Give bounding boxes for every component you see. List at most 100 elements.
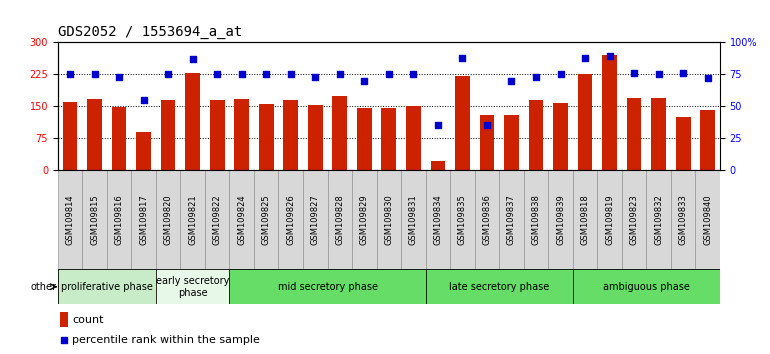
- Bar: [58, 170, 82, 269]
- Bar: [308, 105, 323, 170]
- Bar: [426, 269, 573, 304]
- Point: [505, 78, 517, 84]
- Bar: [229, 170, 254, 269]
- Text: GSM109827: GSM109827: [311, 194, 320, 245]
- Text: GSM109822: GSM109822: [213, 194, 222, 245]
- Point: [358, 78, 370, 84]
- Bar: [602, 55, 617, 170]
- Bar: [107, 170, 132, 269]
- Text: ambiguous phase: ambiguous phase: [603, 282, 690, 292]
- Text: GSM109816: GSM109816: [115, 194, 123, 245]
- Bar: [474, 170, 499, 269]
- Text: count: count: [72, 315, 104, 325]
- Point: [480, 122, 493, 128]
- Point: [260, 72, 273, 77]
- Bar: [701, 110, 715, 170]
- Point: [677, 70, 689, 76]
- Point: [407, 72, 420, 77]
- Point: [211, 72, 223, 77]
- Text: early secretory
phase: early secretory phase: [156, 276, 229, 298]
- Text: GSM109819: GSM109819: [605, 194, 614, 245]
- Bar: [524, 170, 548, 269]
- Bar: [573, 269, 720, 304]
- Bar: [357, 108, 372, 170]
- Bar: [598, 170, 622, 269]
- Point: [457, 55, 469, 61]
- Point: [383, 72, 395, 77]
- Text: GSM109830: GSM109830: [384, 194, 393, 245]
- Text: GSM109825: GSM109825: [262, 194, 271, 245]
- Bar: [377, 170, 401, 269]
- Text: other: other: [31, 282, 56, 292]
- Bar: [132, 170, 156, 269]
- Bar: [504, 115, 519, 170]
- Bar: [303, 170, 327, 269]
- Bar: [283, 100, 298, 170]
- Text: GSM109833: GSM109833: [678, 194, 688, 245]
- Point: [701, 75, 714, 81]
- Bar: [112, 108, 126, 170]
- Point: [432, 122, 444, 128]
- Text: GSM109817: GSM109817: [139, 194, 148, 245]
- Point: [113, 74, 126, 80]
- Bar: [156, 269, 229, 304]
- Text: GDS2052 / 1553694_a_at: GDS2052 / 1553694_a_at: [58, 25, 242, 39]
- Bar: [186, 73, 200, 170]
- Bar: [450, 170, 474, 269]
- Text: late secretory phase: late secretory phase: [449, 282, 549, 292]
- Bar: [161, 100, 176, 170]
- Bar: [430, 161, 445, 170]
- Bar: [60, 312, 68, 327]
- Text: GSM109828: GSM109828: [335, 194, 344, 245]
- Text: GSM109821: GSM109821: [188, 194, 197, 245]
- Point: [89, 72, 101, 77]
- Bar: [136, 132, 151, 170]
- Point: [58, 337, 70, 343]
- Text: GSM109831: GSM109831: [409, 194, 418, 245]
- Point: [309, 74, 321, 80]
- Bar: [548, 170, 573, 269]
- Bar: [578, 74, 592, 170]
- Bar: [651, 98, 666, 170]
- Point: [554, 72, 567, 77]
- Bar: [646, 170, 671, 269]
- Bar: [553, 103, 568, 170]
- Bar: [695, 170, 720, 269]
- Bar: [209, 100, 225, 170]
- Bar: [279, 170, 303, 269]
- Text: percentile rank within the sample: percentile rank within the sample: [72, 335, 260, 345]
- Text: GSM109820: GSM109820: [163, 194, 172, 245]
- Bar: [254, 170, 279, 269]
- Bar: [327, 170, 352, 269]
- Point: [628, 70, 641, 76]
- Bar: [259, 104, 273, 170]
- Text: GSM109815: GSM109815: [90, 194, 99, 245]
- Point: [236, 72, 248, 77]
- Bar: [627, 98, 641, 170]
- Point: [530, 74, 542, 80]
- Bar: [229, 269, 426, 304]
- Bar: [180, 170, 205, 269]
- Text: GSM109837: GSM109837: [507, 194, 516, 245]
- Text: GSM109834: GSM109834: [434, 194, 443, 245]
- Bar: [622, 170, 646, 269]
- Point: [579, 55, 591, 61]
- Bar: [406, 106, 420, 170]
- Bar: [156, 170, 180, 269]
- Bar: [352, 170, 377, 269]
- Point: [64, 72, 76, 77]
- Text: GSM109823: GSM109823: [630, 194, 638, 245]
- Text: proliferative phase: proliferative phase: [61, 282, 152, 292]
- Point: [186, 56, 199, 62]
- Text: GSM109840: GSM109840: [703, 194, 712, 245]
- Bar: [480, 115, 494, 170]
- Bar: [62, 102, 77, 170]
- Bar: [573, 170, 598, 269]
- Bar: [82, 170, 107, 269]
- Bar: [529, 100, 544, 170]
- Bar: [58, 269, 156, 304]
- Bar: [499, 170, 524, 269]
- Bar: [676, 117, 691, 170]
- Bar: [205, 170, 229, 269]
- Text: GSM109832: GSM109832: [654, 194, 663, 245]
